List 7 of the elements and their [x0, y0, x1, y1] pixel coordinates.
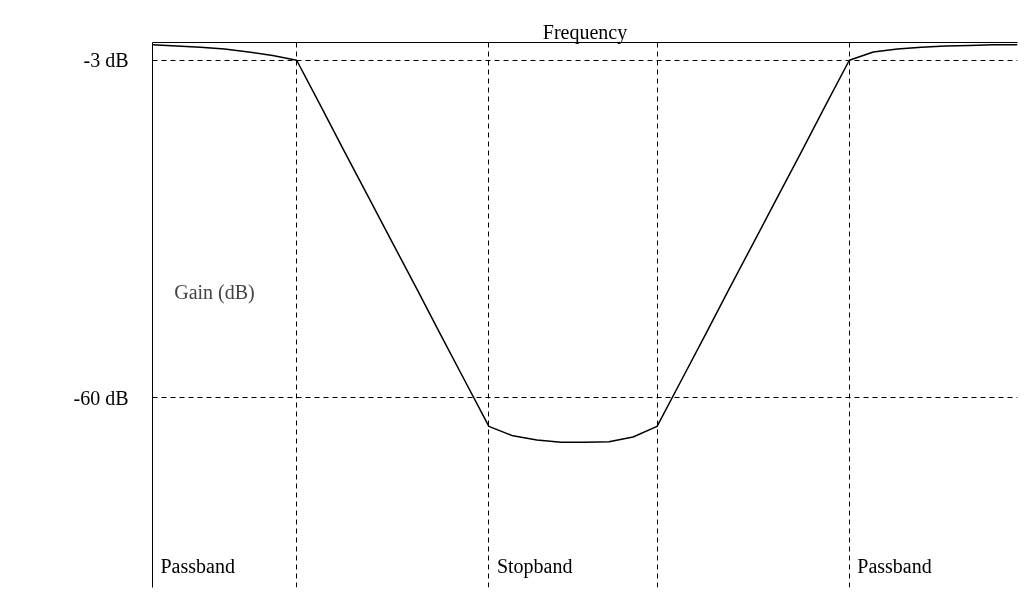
x-axis-title: Frequency — [542, 20, 628, 44]
annotation: Stopband — [496, 554, 573, 578]
y-tick-label: -3 dB — [83, 49, 129, 72]
y-tick-label: -60 dB — [73, 386, 129, 409]
annotation: Passband — [160, 554, 235, 577]
annotation: Passband — [857, 554, 932, 577]
y-axis-title: Gain (dB) — [174, 280, 255, 304]
